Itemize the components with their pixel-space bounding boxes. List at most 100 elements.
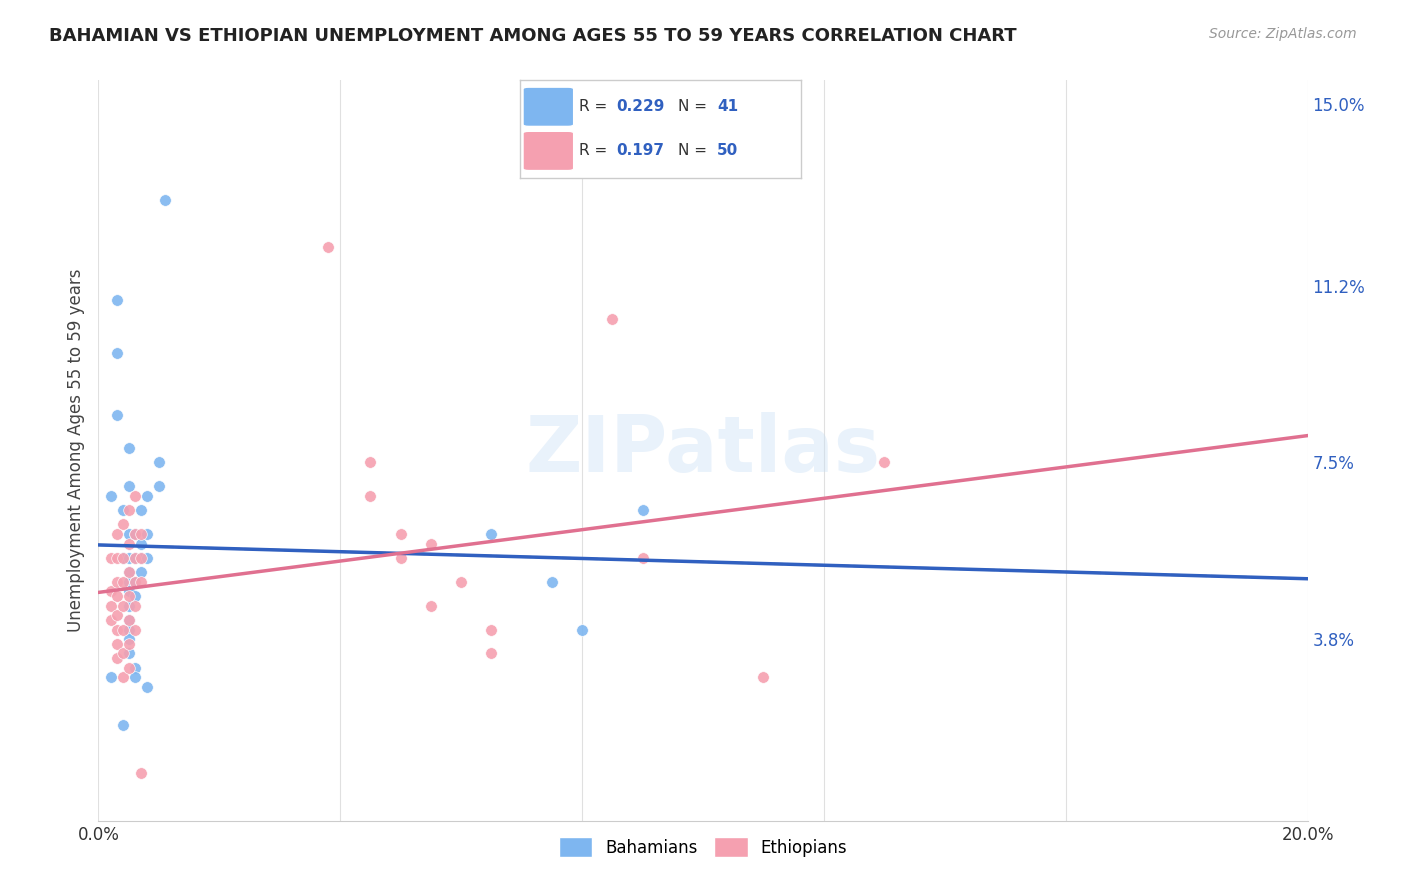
Point [602, 312, 624, 326]
Point [631, 503, 654, 517]
Point [124, 661, 146, 675]
Point [540, 574, 562, 589]
Point [129, 550, 152, 565]
Point [100, 670, 122, 684]
Point [124, 599, 146, 613]
Point [111, 718, 134, 732]
Point [105, 408, 128, 422]
Point [105, 293, 128, 307]
Text: N =: N = [678, 144, 711, 159]
Text: 50: 50 [717, 144, 738, 159]
Point [124, 589, 146, 603]
Text: N =: N = [678, 99, 711, 114]
Text: R =: R = [579, 144, 613, 159]
Point [450, 574, 472, 589]
Point [118, 566, 141, 580]
Point [118, 613, 141, 627]
Point [118, 637, 141, 651]
Point [481, 623, 503, 637]
Point [105, 651, 128, 665]
Point [118, 589, 141, 603]
Point [105, 345, 128, 359]
Point [124, 623, 146, 637]
Point [481, 647, 503, 661]
Point [100, 489, 122, 503]
Point [124, 527, 146, 541]
Point [124, 574, 146, 589]
Point [105, 637, 128, 651]
Point [129, 574, 152, 589]
Point [118, 566, 141, 580]
Point [148, 479, 170, 493]
Text: R =: R = [579, 99, 613, 114]
Point [118, 536, 141, 550]
Point [100, 613, 122, 627]
Point [631, 550, 654, 565]
Point [118, 599, 141, 613]
Point [389, 550, 412, 565]
Point [153, 193, 176, 207]
Text: 41: 41 [717, 99, 738, 114]
Point [111, 550, 134, 565]
Point [105, 550, 128, 565]
Point [111, 647, 134, 661]
Point [124, 574, 146, 589]
Point [752, 670, 775, 684]
Point [129, 765, 152, 780]
Point [118, 613, 141, 627]
Point [571, 623, 593, 637]
Point [111, 670, 134, 684]
Text: Source: ZipAtlas.com: Source: ZipAtlas.com [1209, 27, 1357, 41]
Point [105, 608, 128, 623]
Text: 0.197: 0.197 [616, 144, 664, 159]
Point [100, 550, 122, 565]
Point [111, 550, 134, 565]
Point [135, 527, 157, 541]
Point [118, 550, 141, 565]
Point [481, 527, 503, 541]
Point [105, 574, 128, 589]
Point [360, 489, 382, 503]
Point [118, 647, 141, 661]
Point [111, 574, 134, 589]
Point [118, 574, 141, 589]
FancyBboxPatch shape [523, 87, 574, 127]
Point [118, 441, 141, 455]
Point [105, 527, 128, 541]
Point [420, 536, 443, 550]
Point [118, 479, 141, 493]
Point [148, 455, 170, 469]
Point [124, 550, 146, 565]
Point [420, 599, 443, 613]
Point [118, 527, 141, 541]
Point [129, 536, 152, 550]
Point [111, 503, 134, 517]
Point [873, 455, 896, 469]
Point [105, 623, 128, 637]
Point [111, 623, 134, 637]
Point [100, 584, 122, 599]
Point [135, 489, 157, 503]
Point [111, 599, 134, 613]
Point [118, 503, 141, 517]
Point [124, 550, 146, 565]
Point [124, 670, 146, 684]
Legend: Bahamians, Ethiopians: Bahamians, Ethiopians [551, 830, 855, 864]
Point [316, 240, 339, 254]
Point [129, 503, 152, 517]
Point [129, 527, 152, 541]
Point [135, 550, 157, 565]
Point [389, 527, 412, 541]
Point [360, 455, 382, 469]
Point [124, 489, 146, 503]
Y-axis label: Unemployment Among Ages 55 to 59 years: Unemployment Among Ages 55 to 59 years [66, 268, 84, 632]
Point [100, 599, 122, 613]
Point [118, 584, 141, 599]
Point [118, 661, 141, 675]
Point [118, 623, 141, 637]
Text: BAHAMIAN VS ETHIOPIAN UNEMPLOYMENT AMONG AGES 55 TO 59 YEARS CORRELATION CHART: BAHAMIAN VS ETHIOPIAN UNEMPLOYMENT AMONG… [49, 27, 1017, 45]
FancyBboxPatch shape [523, 131, 574, 170]
Point [111, 517, 134, 532]
Point [129, 550, 152, 565]
Point [124, 527, 146, 541]
